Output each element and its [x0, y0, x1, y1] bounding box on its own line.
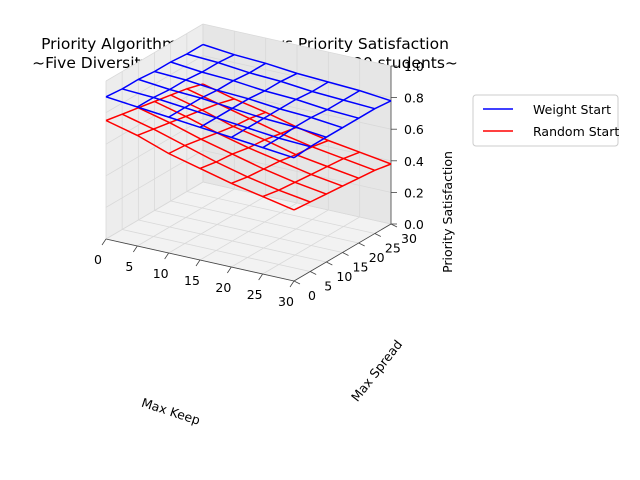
- y-tick-label: 15: [353, 260, 369, 275]
- surface-weight-start: [105, 43, 392, 159]
- wall-grid-z: [105, 118, 204, 177]
- wireframe-line: [154, 100, 343, 187]
- x-tick-mark: [133, 245, 138, 253]
- x-tick-mark: [289, 280, 295, 288]
- legend-label-random-start: Random Start: [533, 124, 619, 139]
- z-tick-label: 1.0: [404, 59, 424, 74]
- x-tick-label: 0: [94, 252, 102, 267]
- x-tick-mark: [101, 238, 107, 246]
- floor-grid-y: [154, 210, 343, 253]
- x-tick-mark: [227, 266, 232, 274]
- x-tick-label: 30: [278, 294, 294, 309]
- surface-plots: [105, 43, 392, 211]
- y-tick-mark: [326, 261, 333, 266]
- wireframe-line: [170, 94, 359, 179]
- wireframe-line: [186, 53, 375, 110]
- axes-panes: [106, 24, 391, 281]
- floor-grid-y: [170, 200, 359, 244]
- wireframe-line: [137, 107, 327, 195]
- x-tick-label: 25: [247, 287, 263, 302]
- y-tick-label: 0: [308, 288, 316, 303]
- z-tick-label: 0.0: [404, 217, 424, 232]
- y-tick-label: 10: [336, 269, 352, 284]
- wireframe-line: [138, 78, 327, 138]
- wall-grid-z: [202, 181, 392, 225]
- x-tick-label: 20: [215, 280, 231, 295]
- legend-box: [472, 94, 619, 147]
- surface-random-start: [105, 83, 392, 211]
- wireframe-line: [122, 88, 311, 148]
- z-tick-label: 0.6: [404, 122, 424, 137]
- y-tick-label: 20: [369, 250, 385, 265]
- wireframe-line: [105, 119, 295, 211]
- legend-label-weight-start: Weight Start: [533, 102, 611, 117]
- z-tick-label: 0.8: [404, 91, 424, 106]
- wall-grid-z: [202, 150, 392, 193]
- wireframe-line: [105, 96, 295, 159]
- wall-grid-z: [105, 23, 204, 82]
- floor-grid-y: [186, 191, 375, 234]
- x-tick-label: 15: [184, 273, 200, 288]
- wall-grid-z: [202, 23, 392, 67]
- axes-ticks: 0 5 10 15 20 25 30 0510152025300.00.20.40.60.81…: [94, 59, 424, 309]
- x-tick-mark: [195, 259, 201, 267]
- wireframe-line: [202, 43, 392, 102]
- y-tick-mark: [342, 252, 349, 256]
- wireframe-line: [154, 70, 343, 129]
- floor-grid-y: [122, 229, 311, 272]
- x-tick-mark: [164, 252, 169, 260]
- y-tick-mark: [293, 280, 301, 285]
- y-tick-label: 25: [385, 241, 401, 256]
- z-tick-label: 0.2: [404, 185, 424, 200]
- y-tick-mark: [358, 242, 365, 247]
- y-tick-label: 30: [401, 231, 417, 246]
- y-tick-mark: [390, 223, 398, 228]
- wireframe-line: [121, 113, 311, 203]
- floor-grid-y: [138, 219, 327, 263]
- wall-grid-z: [105, 181, 204, 240]
- y-tick-mark: [374, 233, 382, 237]
- y-tick-mark: [309, 271, 317, 275]
- wall-grid-z: [105, 150, 204, 208]
- x-tick-label: 10: [153, 266, 169, 281]
- z-tick-label: 0.4: [404, 154, 424, 169]
- z-axis-label: Priority Satisfaction: [440, 151, 455, 273]
- legend: Weight Start Random Start: [472, 94, 619, 147]
- x-tick-mark: [258, 273, 263, 281]
- wireframe-line: [170, 61, 359, 119]
- x-tick-label: 5: [125, 259, 133, 274]
- y-tick-label: 5: [324, 279, 332, 294]
